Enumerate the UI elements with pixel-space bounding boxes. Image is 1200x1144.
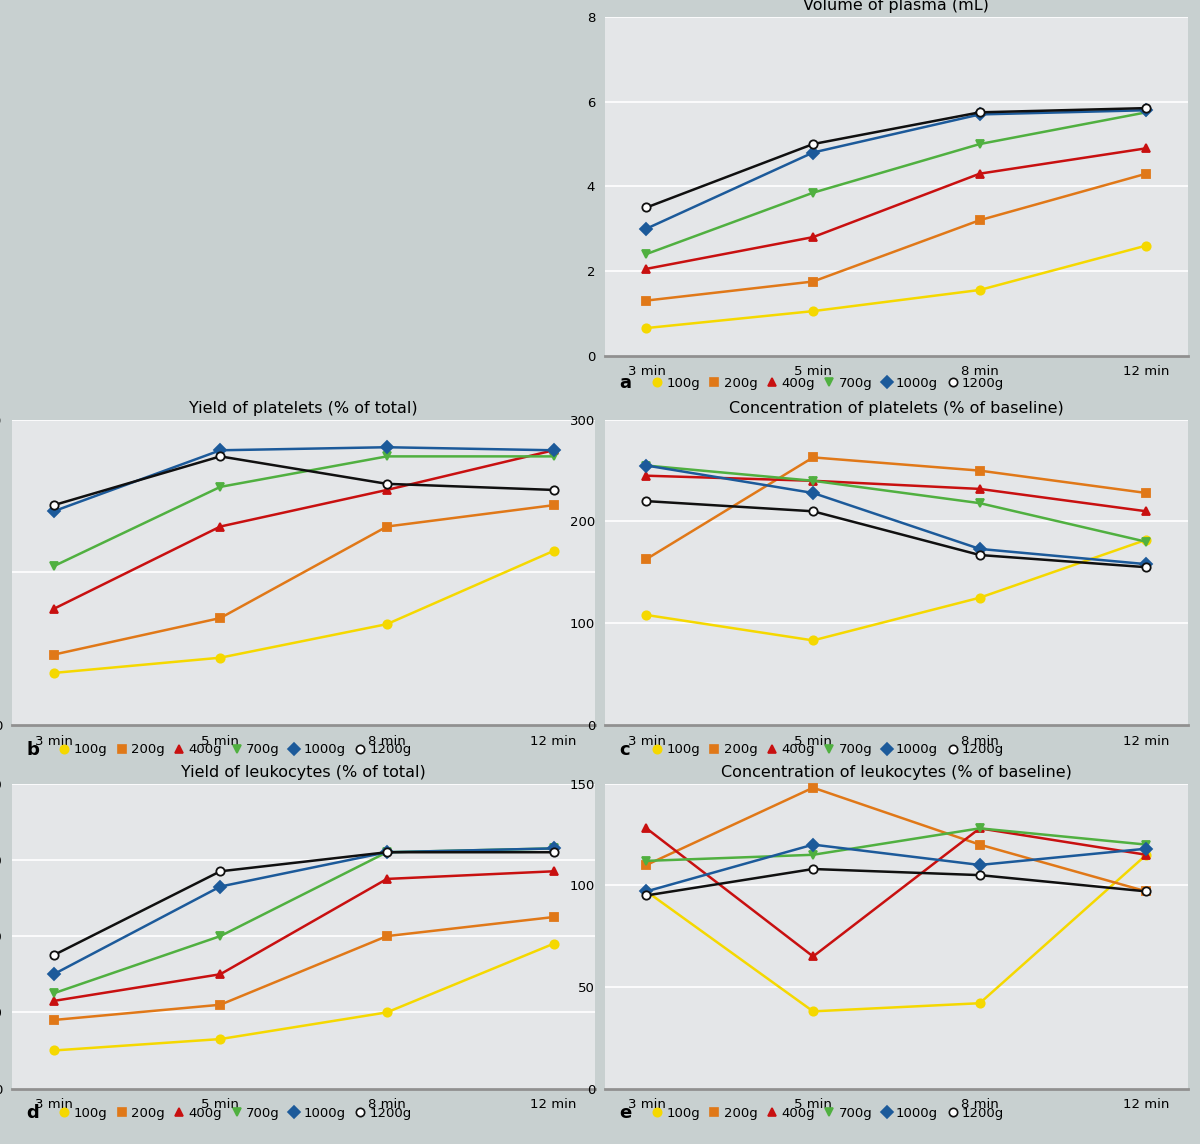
Title: Volume of plasma (mL): Volume of plasma (mL) [804,0,989,14]
Text: c: c [619,740,630,758]
Title: Yield of leukocytes (% of total): Yield of leukocytes (% of total) [181,764,426,780]
Legend: 100g, 200g, 400g, 700g, 1000g, 1200g: 100g, 200g, 400g, 700g, 1000g, 1200g [647,738,1009,762]
Text: b: b [26,740,40,758]
Title: Yield of platelets (% of total): Yield of platelets (% of total) [190,400,418,415]
Legend: 100g, 200g, 400g, 700g, 1000g, 1200g: 100g, 200g, 400g, 700g, 1000g, 1200g [54,1102,416,1126]
Legend: 100g, 200g, 400g, 700g, 1000g, 1200g: 100g, 200g, 400g, 700g, 1000g, 1200g [647,372,1009,395]
Text: e: e [619,1104,631,1122]
Title: Concentration of platelets (% of baseline): Concentration of platelets (% of baselin… [730,400,1063,415]
Legend: 100g, 200g, 400g, 700g, 1000g, 1200g: 100g, 200g, 400g, 700g, 1000g, 1200g [647,1102,1009,1126]
Legend: 100g, 200g, 400g, 700g, 1000g, 1200g: 100g, 200g, 400g, 700g, 1000g, 1200g [54,738,416,762]
Text: d: d [26,1104,40,1122]
Text: a: a [619,374,631,392]
Title: Concentration of leukocytes (% of baseline): Concentration of leukocytes (% of baseli… [721,764,1072,780]
